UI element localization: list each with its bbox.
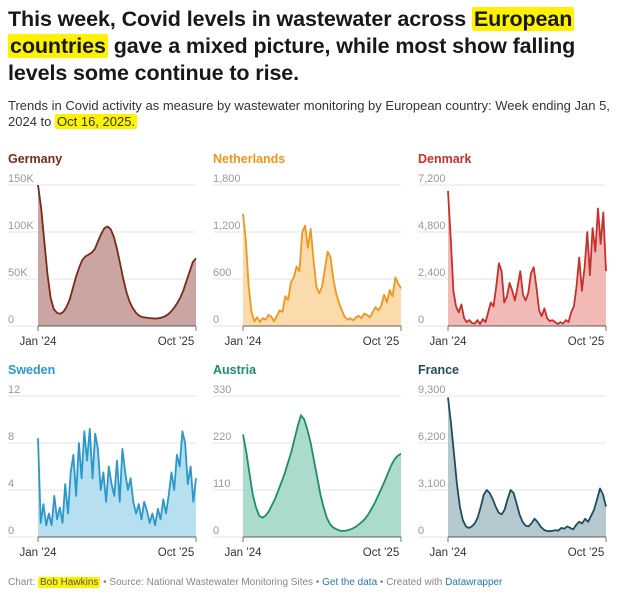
france-series-line (447, 397, 607, 533)
title-highlight-countries: countries (8, 34, 108, 58)
footer: Chart: Bob Hawkins • Source: National Wa… (8, 577, 502, 588)
germany-area (38, 185, 196, 326)
germany-series-line (37, 184, 197, 320)
france-y-tick-label: 9,300 (418, 384, 446, 396)
title-text-1: This week, Covid levels in wastewater ac… (8, 7, 472, 31)
austria-series-line (242, 414, 402, 532)
footer-author: Bob Hawkins (38, 577, 101, 588)
get-the-data-link[interactable]: Get the data (322, 577, 378, 588)
denmark-area (448, 190, 606, 326)
netherlands-area (243, 214, 401, 326)
footer-created-with: • Created with (377, 577, 446, 588)
austria-y-tick-label: 110 (213, 478, 231, 490)
austria-x-tick-label-start: Jan ’24 (224, 547, 262, 559)
france-panel-title: France (418, 363, 459, 377)
germany-y-tick-label: 100K (8, 220, 34, 232)
denmark-series-line (447, 190, 607, 325)
sweden-y-tick-label: 0 (8, 525, 14, 537)
denmark-panel-title: Denmark (418, 152, 472, 166)
sweden-y-tick-label: 8 (8, 431, 14, 443)
sweden-x-tick-label-start: Jan ’24 (19, 547, 57, 559)
denmark-y-tick-label: 7,200 (418, 173, 446, 185)
germany-y-tick-label: 50K (8, 267, 28, 279)
france-x-tick-label-end: Oct ’25 (568, 547, 604, 559)
denmark-y-tick-label: 4,800 (418, 220, 446, 232)
denmark-x-tick-label-start: Jan ’24 (429, 336, 467, 348)
austria-area (243, 415, 401, 537)
denmark-x-tick-label-end: Oct ’25 (568, 336, 604, 348)
germany-y-tick-label: 0 (8, 314, 14, 326)
netherlands-y-tick-label: 0 (213, 314, 219, 326)
germany-y-tick-label: 150K (8, 173, 34, 185)
france-x-tick-label-start: Jan ’24 (429, 547, 467, 559)
netherlands-y-tick-label: 1,800 (213, 173, 241, 185)
france-area (448, 397, 606, 537)
austria-panel-title: Austria (213, 363, 257, 377)
denmark-y-tick-label: 2,400 (418, 267, 446, 279)
sweden-panel-title: Sweden (8, 363, 55, 377)
germany-x-tick-label-start: Jan ’24 (19, 336, 57, 348)
datawrapper-link[interactable]: Datawrapper (445, 577, 503, 588)
france-y-tick-label: 6,200 (418, 431, 446, 443)
germany-x-tick-label-end: Oct ’25 (158, 336, 194, 348)
netherlands-y-tick-label: 1,200 (213, 220, 241, 232)
austria-y-tick-label: 330 (213, 384, 231, 396)
netherlands-y-tick-label: 600 (213, 267, 231, 279)
footer-source: • Source: National Wastewater Monitoring… (100, 577, 323, 588)
france-y-tick-label: 0 (418, 525, 424, 537)
sweden-area (38, 428, 196, 537)
subtitle-text: Trends in Covid activity as measure by w… (8, 98, 610, 129)
netherlands-x-tick-label-end: Oct ’25 (363, 336, 399, 348)
sweden-x-tick-label-end: Oct ’25 (158, 547, 194, 559)
chart-subtitle: Trends in Covid activity as measure by w… (8, 98, 622, 130)
title-text-2: gave a mixed picture, while most show fa… (8, 34, 576, 85)
sweden-y-tick-label: 12 (8, 384, 20, 396)
sweden-y-tick-label: 4 (8, 478, 14, 490)
chart-title: This week, Covid levels in wastewater ac… (8, 6, 622, 87)
austria-y-tick-label: 220 (213, 431, 231, 443)
germany-panel-title: Germany (8, 152, 62, 166)
austria-x-tick-label-end: Oct ’25 (363, 547, 399, 559)
austria-y-tick-label: 0 (213, 525, 219, 537)
netherlands-panel-title: Netherlands (213, 152, 285, 166)
sweden-series-line (37, 428, 197, 527)
footer-chart-label: Chart: (8, 577, 39, 588)
denmark-y-tick-label: 0 (418, 314, 424, 326)
france-y-tick-label: 3,100 (418, 478, 446, 490)
netherlands-series-line (242, 213, 402, 323)
subtitle-highlight-date: Oct 16, 2025. (55, 114, 138, 129)
netherlands-x-tick-label-start: Jan ’24 (224, 336, 262, 348)
title-highlight-european: European (471, 7, 575, 31)
